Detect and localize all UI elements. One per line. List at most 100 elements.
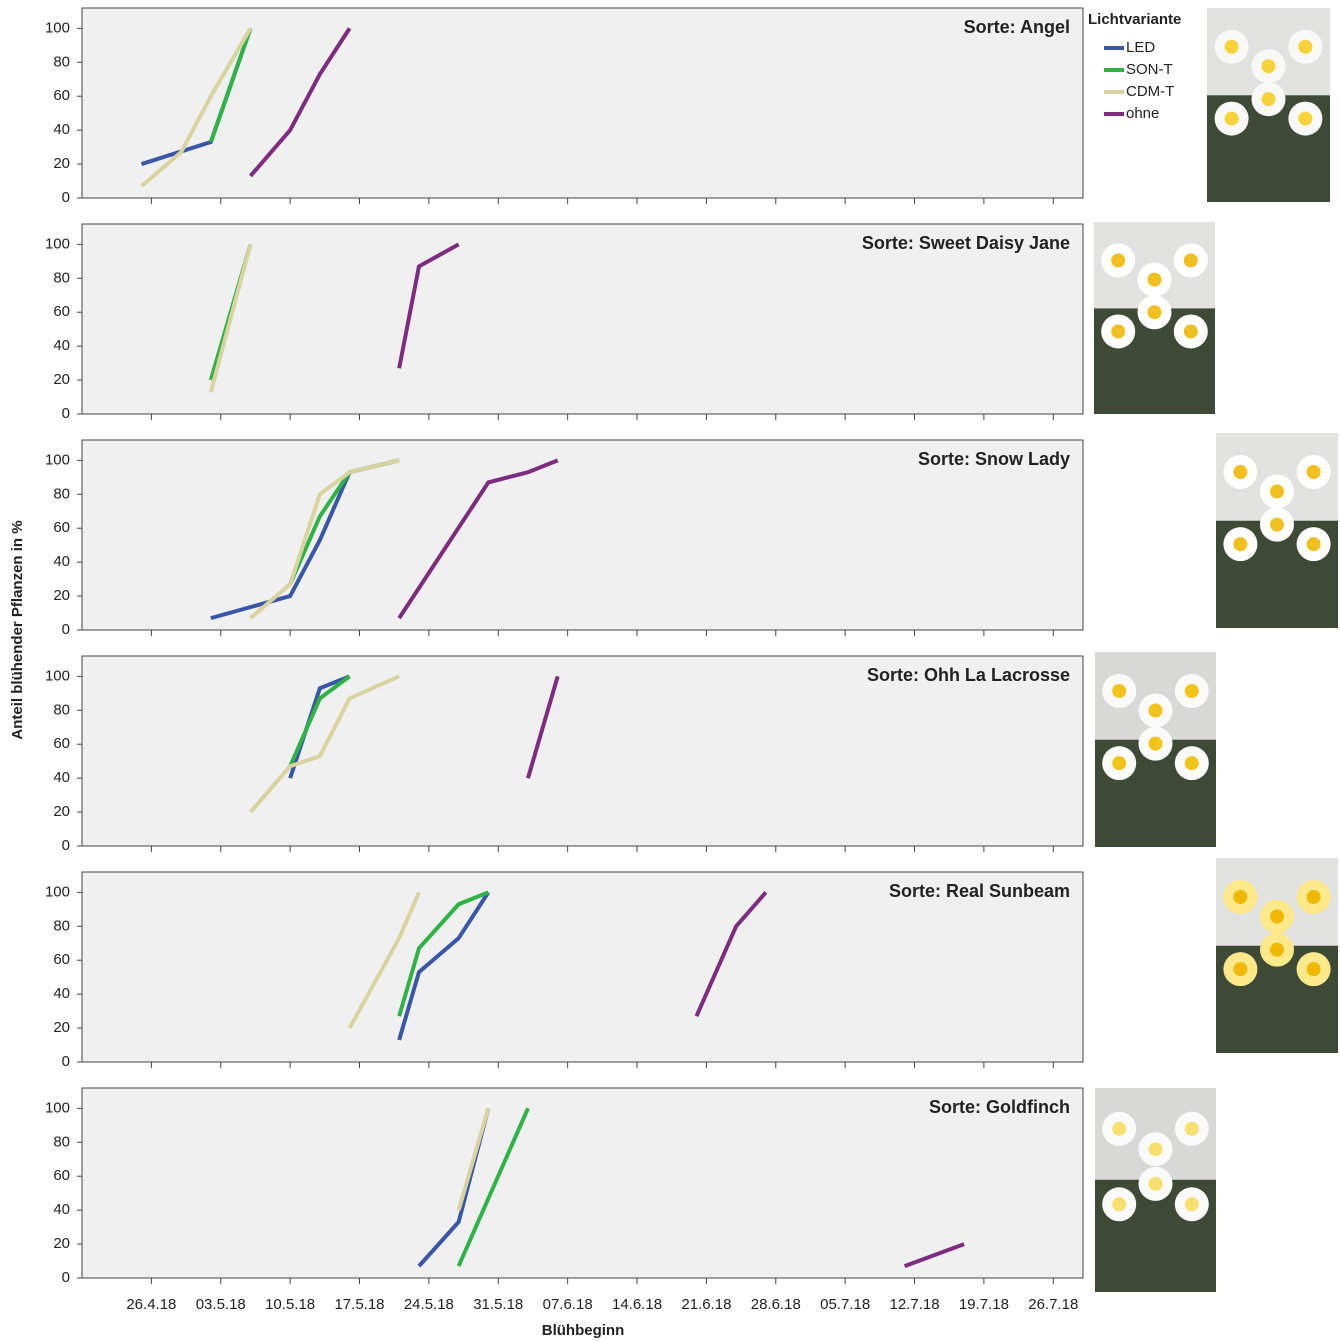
flower-center	[1112, 1122, 1126, 1136]
y-tick-label: 40	[53, 769, 70, 786]
flower-center	[1111, 253, 1125, 267]
flower-center	[1112, 684, 1126, 698]
y-tick-label: 40	[53, 553, 70, 570]
legend-label: SON-T	[1126, 61, 1173, 78]
y-tick-label: 60	[53, 1167, 70, 1184]
y-tick-label: 60	[53, 519, 70, 536]
y-tick-label: 40	[53, 121, 70, 138]
y-tick-label: 20	[53, 1019, 70, 1036]
y-tick-label: 80	[53, 485, 70, 502]
y-tick-label: 20	[53, 587, 70, 604]
legend-label: ohne	[1126, 105, 1159, 122]
y-axis-label: Anteil blühender Pflanzen in %	[9, 520, 26, 739]
x-tick-label: 05.7.18	[820, 1296, 870, 1313]
x-tick-label: 26.4.18	[126, 1296, 176, 1313]
y-tick-label: 60	[53, 735, 70, 752]
flower-center	[1270, 518, 1284, 532]
x-tick-label: 14.6.18	[612, 1296, 662, 1313]
y-tick-label: 20	[53, 1235, 70, 1252]
photo	[1216, 433, 1338, 628]
flower-center	[1233, 465, 1247, 479]
x-tick-label: 10.5.18	[265, 1296, 315, 1313]
flower-center	[1233, 537, 1247, 551]
flower-center	[1307, 962, 1321, 976]
y-tick-label: 20	[53, 155, 70, 172]
photo	[1094, 222, 1215, 414]
panel-title: Sorte: Ohh La Lacrosse	[867, 665, 1070, 685]
panel-title: Sorte: Real Sunbeam	[889, 881, 1070, 901]
panel-title: Sorte: Sweet Daisy Jane	[862, 233, 1070, 253]
y-tick-label: 0	[62, 1269, 70, 1286]
flower-center	[1112, 756, 1126, 770]
y-tick-label: 0	[62, 1053, 70, 1070]
y-tick-label: 20	[53, 803, 70, 820]
x-tick-label: 26.7.18	[1028, 1296, 1078, 1313]
flower-center	[1225, 112, 1239, 126]
flower-center	[1111, 324, 1125, 338]
y-tick-label: 0	[62, 621, 70, 638]
y-tick-label: 80	[53, 701, 70, 718]
y-tick-label: 80	[53, 917, 70, 934]
flower-center	[1225, 40, 1239, 54]
photo	[1095, 652, 1216, 847]
legend-title: Lichtvariante	[1088, 11, 1181, 28]
flower-center	[1270, 485, 1284, 499]
x-tick-label: 24.5.18	[404, 1296, 454, 1313]
flower-center	[1298, 112, 1312, 126]
panel-title: Sorte: Angel	[964, 17, 1070, 37]
y-tick-label: 60	[53, 951, 70, 968]
y-tick-label: 40	[53, 337, 70, 354]
y-tick-label: 80	[53, 269, 70, 286]
x-tick-label: 31.5.18	[473, 1296, 523, 1313]
flower-center	[1185, 1197, 1199, 1211]
x-tick-label: 28.6.18	[751, 1296, 801, 1313]
x-tick-label: 21.6.18	[681, 1296, 731, 1313]
y-tick-label: 80	[53, 1133, 70, 1150]
plot-area	[82, 8, 1083, 198]
flower-center	[1262, 92, 1276, 106]
flower-center	[1184, 253, 1198, 267]
x-tick-label: 07.6.18	[543, 1296, 593, 1313]
flower-center	[1307, 890, 1321, 904]
x-tick-label: 17.5.18	[334, 1296, 384, 1313]
flower-center	[1185, 684, 1199, 698]
y-tick-label: 100	[45, 883, 70, 900]
flower-center	[1262, 59, 1276, 73]
y-tick-label: 100	[45, 451, 70, 468]
photo	[1095, 1088, 1216, 1292]
chart: Blühbeginn Anteil blühender Pflanzen in …	[0, 0, 1340, 1341]
flower-center	[1184, 324, 1198, 338]
y-tick-label: 80	[53, 53, 70, 70]
y-tick-label: 60	[53, 87, 70, 104]
flower-center	[1307, 537, 1321, 551]
y-tick-label: 100	[45, 667, 70, 684]
flower-center	[1149, 704, 1163, 718]
flower-center	[1307, 465, 1321, 479]
flower-center	[1185, 756, 1199, 770]
panel-title: Sorte: Goldfinch	[929, 1097, 1070, 1117]
y-tick-label: 100	[45, 1099, 70, 1116]
flower-center	[1149, 1142, 1163, 1156]
photo	[1216, 858, 1338, 1053]
y-tick-label: 40	[53, 985, 70, 1002]
y-tick-label: 100	[45, 235, 70, 252]
y-tick-label: 0	[62, 189, 70, 206]
x-axis-label: Blühbeginn	[542, 1322, 625, 1339]
panel-title: Sorte: Snow Lady	[918, 449, 1070, 469]
flower-center	[1112, 1197, 1126, 1211]
legend-label: LED	[1126, 39, 1155, 56]
flower-center	[1148, 273, 1162, 287]
flower-center	[1270, 910, 1284, 924]
photo	[1207, 8, 1330, 202]
flower-center	[1185, 1122, 1199, 1136]
flower-center	[1298, 40, 1312, 54]
flower-center	[1233, 962, 1247, 976]
y-tick-label: 100	[45, 19, 70, 36]
y-tick-label: 20	[53, 371, 70, 388]
y-tick-label: 60	[53, 303, 70, 320]
flower-center	[1233, 890, 1247, 904]
legend-label: CDM-T	[1126, 83, 1174, 100]
y-tick-label: 40	[53, 1201, 70, 1218]
flower-center	[1149, 1177, 1163, 1191]
y-tick-label: 0	[62, 837, 70, 854]
